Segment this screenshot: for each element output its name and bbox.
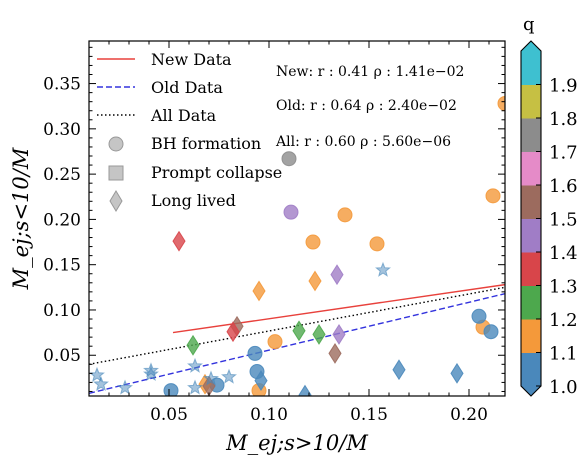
legend-label: Prompt collapse — [151, 163, 282, 182]
data-point-diamond-23 — [312, 323, 326, 345]
fit-line-old-data — [89, 292, 505, 394]
stat-annotation: All: r : 0.60 ρ : 5.60e−06 — [275, 134, 451, 150]
colorbar-segment — [521, 352, 541, 387]
data-point-star-41 — [203, 370, 219, 386]
y-tick-label: 0.30 — [43, 120, 81, 140]
data-point-diamond-27 — [392, 359, 406, 381]
colorbar-segment — [521, 218, 541, 253]
colorbar-tick-label: 1.8 — [549, 109, 578, 130]
data-point-diamond-16 — [172, 230, 186, 252]
colorbar-extend-bottom — [521, 386, 541, 396]
data-point-circle-10 — [483, 324, 499, 340]
axis-titles: M_ej;s>10/M M_ej;s<10/M — [9, 147, 368, 455]
colorbar-segment — [521, 151, 541, 186]
data-point-circle-9 — [471, 308, 487, 324]
colorbar-extend-top — [521, 41, 541, 51]
plot-content — [89, 95, 505, 396]
colorbar-segment — [521, 319, 541, 353]
data-point-diamond-29 — [254, 370, 268, 392]
data-point-circle-0 — [497, 95, 505, 111]
colorbar-tick-label: 1.7 — [549, 143, 578, 164]
y-tick-label: 0.25 — [43, 165, 81, 185]
legend-label: New Data — [151, 50, 232, 69]
colorbar-segment — [521, 118, 541, 152]
data-point-circle-4 — [337, 207, 353, 223]
colorbar-tick-label: 1.9 — [549, 76, 578, 97]
y-axis-title: M_ej;s<10/M — [9, 147, 33, 290]
x-tick-label: 0.20 — [450, 405, 488, 425]
data-point-diamond-18 — [308, 270, 322, 292]
data-point-diamond-19 — [252, 280, 266, 302]
colorbar-tick-label: 1.6 — [549, 176, 578, 197]
legend-label: Long lived — [151, 191, 236, 210]
data-point-star-42 — [221, 368, 237, 384]
colorbar-tick-label: 1.0 — [549, 377, 578, 398]
data-point-star-33 — [375, 261, 391, 277]
fit-line-new-data — [172, 283, 505, 334]
data-point-circle-2 — [485, 188, 501, 204]
legend-marker-circle — [108, 136, 124, 152]
colorbar-segment — [521, 185, 541, 219]
legend-marker-diamond — [109, 190, 123, 212]
data-point-circle-7 — [267, 334, 283, 350]
plot-frame — [88, 40, 506, 397]
colorbar-tick-label: 1.3 — [549, 277, 578, 298]
data-point-diamond-17 — [330, 264, 344, 286]
legend-label: All Data — [150, 106, 217, 125]
stat-annotation: Old: r : 0.64 ρ : 2.40e−02 — [276, 98, 457, 114]
data-point-circle-5 — [305, 234, 321, 250]
x-tick-label: 0.15 — [350, 405, 388, 425]
colorbar-tick-label: 1.4 — [549, 243, 578, 264]
data-point-star-35 — [93, 375, 109, 392]
colorbar-title: q — [523, 14, 535, 35]
legend-label: BH formation — [151, 134, 261, 153]
y-tick-label: 0.15 — [43, 256, 81, 276]
colorbar-segment — [521, 84, 541, 119]
data-point-circle-1 — [281, 151, 297, 167]
colorbar: 1.0 1.1 1.2 1.3 1.4 1.5 1.6 1.7 1.8 1.9 q — [520, 14, 578, 398]
colorbar-tick-label: 1.2 — [549, 310, 578, 331]
data-point-circle-11 — [247, 345, 263, 361]
x-tick-label: 0.10 — [250, 405, 288, 425]
data-point-star-39 — [187, 357, 203, 373]
legend-label: Old Data — [151, 78, 223, 97]
y-tick-label: 0.10 — [43, 301, 81, 321]
data-point-diamond-28 — [450, 362, 464, 384]
x-axis-title: M_ej;s>10/M — [225, 431, 368, 455]
stat-annotation: New: r : 0.41 ρ : 1.41e−02 — [276, 64, 464, 80]
colorbar-segment — [521, 51, 541, 85]
data-point-diamond-26 — [328, 342, 342, 364]
stats-annotations: New: r : 0.41 ρ : 1.41e−02 Old: r : 0.64 … — [275, 64, 464, 150]
legend: New Data Old Data All Data BH formation Prom… — [97, 50, 282, 212]
data-point-circle-3 — [283, 204, 299, 220]
data-point-diamond-24 — [332, 323, 346, 345]
colorbar-tick-label: 1.5 — [549, 210, 578, 231]
y-tick-label: 0.20 — [43, 210, 81, 230]
data-point-star-36 — [117, 379, 133, 395]
data-point-star-38 — [143, 365, 159, 382]
x-tick-label: 0.05 — [150, 405, 188, 425]
data-point-star-40 — [187, 379, 203, 395]
y-tick-label: 0.05 — [43, 346, 81, 366]
plot-area: 0.05 0.10 0.15 0.20 0.05 0.10 0.15 0.20 0.25 0.30… — [43, 40, 506, 425]
legend-marker-square — [108, 165, 124, 181]
y-tick-label: 0.35 — [43, 75, 81, 95]
data-point-diamond-21 — [226, 321, 240, 343]
colorbar-segment — [521, 285, 541, 320]
data-point-diamond-22 — [292, 320, 306, 342]
data-point-diamond-25 — [186, 334, 200, 356]
data-point-circle-13 — [163, 383, 179, 396]
data-point-diamond-32 — [298, 384, 312, 396]
colorbar-segment — [521, 252, 541, 286]
data-point-circle-6 — [369, 236, 385, 252]
fit-line-all-data — [89, 286, 505, 365]
colorbar-tick-label: 1.1 — [549, 344, 578, 365]
